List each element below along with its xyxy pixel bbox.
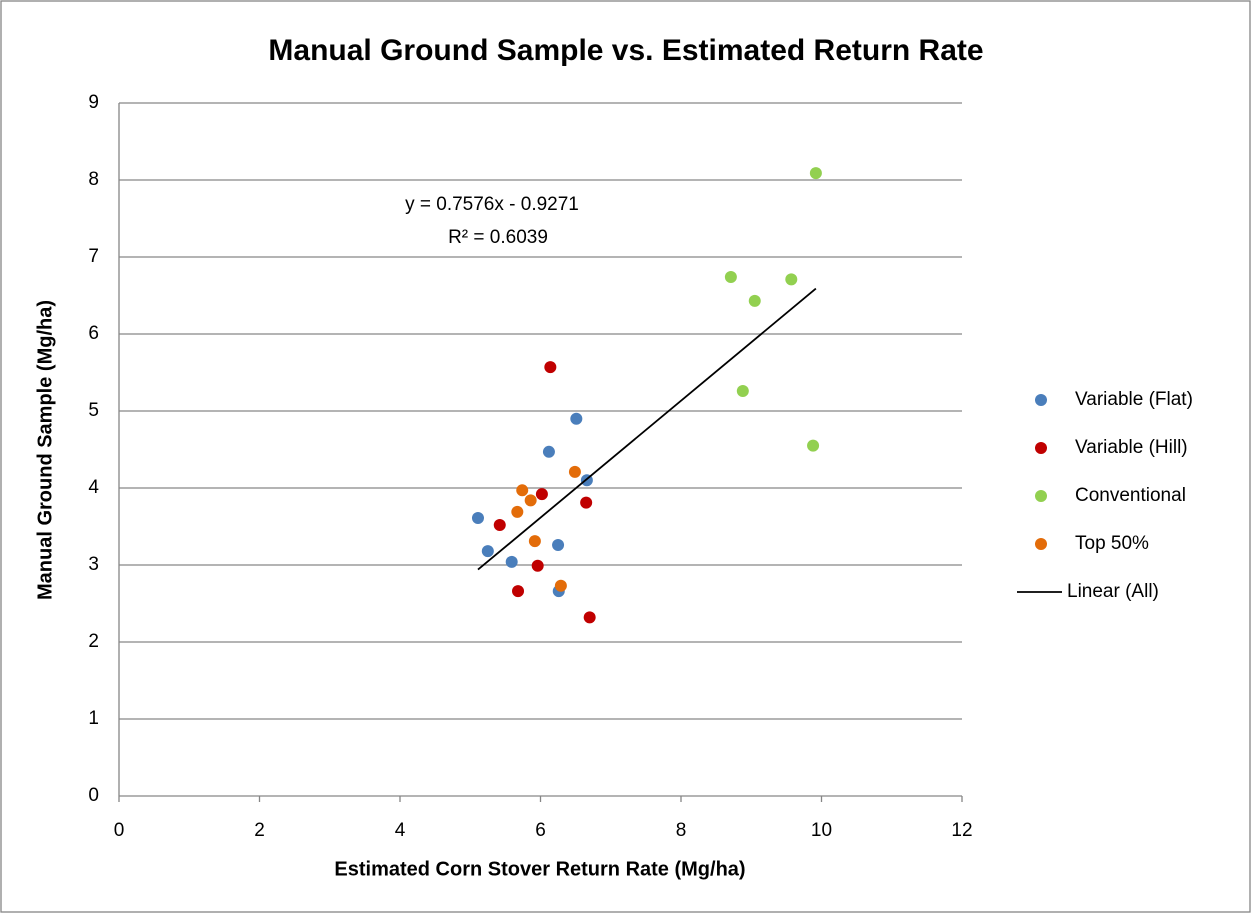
legend-marker bbox=[1035, 442, 1047, 454]
y-tick-label: 6 bbox=[88, 323, 99, 344]
x-tick-label: 2 bbox=[254, 820, 265, 841]
point bbox=[736, 384, 749, 397]
point bbox=[583, 611, 596, 624]
y-axis-title: Manual Ground Sample (Mg/ha) bbox=[34, 300, 56, 600]
point bbox=[531, 559, 544, 572]
point bbox=[748, 294, 761, 307]
legend-marker bbox=[1035, 538, 1047, 550]
x-tick-label: 6 bbox=[535, 820, 546, 841]
legend-marker bbox=[1035, 394, 1047, 406]
point bbox=[505, 555, 518, 568]
x-axis-title: Estimated Corn Stover Return Rate (Mg/ha… bbox=[334, 858, 745, 880]
point bbox=[724, 271, 737, 284]
y-tick-label: 8 bbox=[88, 169, 99, 190]
legend-marker bbox=[1035, 490, 1047, 502]
point bbox=[471, 512, 484, 525]
point bbox=[481, 545, 494, 558]
x-tick-label: 0 bbox=[114, 820, 125, 841]
point bbox=[570, 412, 583, 425]
point bbox=[554, 579, 567, 592]
x-tick-label: 12 bbox=[951, 820, 972, 841]
y-tick-label: 3 bbox=[88, 554, 99, 575]
point bbox=[809, 167, 822, 180]
x-tick-label: 10 bbox=[811, 820, 832, 841]
point bbox=[544, 361, 557, 374]
x-tick-label: 4 bbox=[395, 820, 406, 841]
point bbox=[524, 494, 537, 507]
legend-label: Conventional bbox=[1075, 485, 1186, 506]
point bbox=[516, 484, 529, 497]
x-tick-label: 8 bbox=[676, 820, 687, 841]
chart-title: Manual Ground Sample vs. Estimated Retur… bbox=[268, 34, 983, 67]
y-tick-label: 9 bbox=[88, 92, 99, 113]
point bbox=[493, 518, 506, 531]
legend-label: Variable (Flat) bbox=[1075, 389, 1193, 410]
annotation: y = 0.7576x - 0.9271 bbox=[405, 194, 579, 215]
legend-label: Variable (Hill) bbox=[1075, 437, 1188, 458]
point bbox=[511, 505, 524, 518]
y-tick-label: 1 bbox=[88, 708, 99, 729]
point bbox=[580, 496, 593, 509]
y-tick-label: 7 bbox=[88, 246, 99, 267]
legend-label: Top 50% bbox=[1075, 533, 1149, 554]
point bbox=[785, 273, 798, 286]
trendline bbox=[477, 287, 817, 571]
point bbox=[568, 465, 581, 478]
legend-label: Linear (All) bbox=[1067, 581, 1159, 602]
point bbox=[512, 585, 525, 598]
point bbox=[528, 535, 541, 548]
y-tick-label: 4 bbox=[88, 477, 99, 498]
point bbox=[807, 439, 820, 452]
y-tick-label: 0 bbox=[88, 785, 99, 806]
point bbox=[542, 445, 555, 458]
point bbox=[552, 538, 565, 551]
annotation: R² = 0.6039 bbox=[448, 227, 548, 248]
y-tick-label: 5 bbox=[88, 400, 99, 421]
point bbox=[535, 488, 548, 501]
y-tick-label: 2 bbox=[88, 631, 99, 652]
